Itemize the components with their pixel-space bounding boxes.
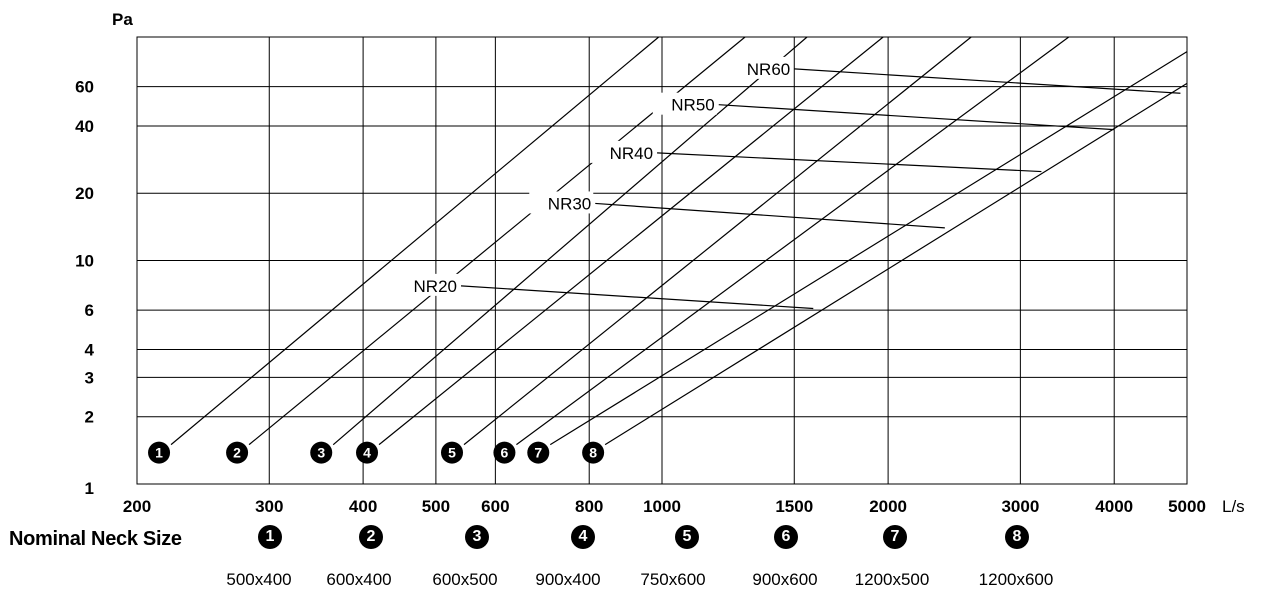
- x-tick-label: 1500: [775, 497, 813, 516]
- nr-label-bg: [529, 191, 594, 214]
- x-tick-label: 800: [575, 497, 603, 516]
- x-tick-label: 200: [123, 497, 151, 516]
- series-marker-7: [527, 441, 550, 464]
- series-line-7: [549, 51, 1188, 446]
- series-marker-6: [493, 441, 516, 464]
- series-marker-label-2: 2: [233, 445, 241, 461]
- series-line-3: [332, 36, 808, 446]
- series-lines: [170, 36, 1188, 446]
- series-line-6: [516, 36, 1070, 446]
- nr-label-nr60: NR60: [747, 60, 790, 79]
- series-line-8: [604, 82, 1188, 446]
- nr-label-bg: [394, 273, 459, 296]
- y-tick-label: 2: [85, 408, 94, 427]
- series-marker-label-3: 3: [317, 445, 325, 461]
- series-markers: 1 2 3 4 5 6 7 8: [148, 441, 605, 464]
- series-marker-8: [582, 441, 605, 464]
- x-tick-label: 300: [255, 497, 283, 516]
- nr-label-bg: [591, 140, 656, 163]
- y-tick-label: 3: [85, 368, 94, 387]
- y-tick-label: 6: [85, 301, 94, 320]
- x-tick-label: 600: [481, 497, 509, 516]
- y-axis-ticks: 1 2 3 4 6 10 20 40 60: [75, 78, 94, 498]
- nr-label-nr50: NR50: [671, 96, 714, 115]
- series-marker-label-8: 8: [589, 445, 597, 461]
- series-marker-4: [356, 441, 379, 464]
- x-tick-label: 1000: [643, 497, 681, 516]
- series-marker-3: [310, 441, 333, 464]
- nr-label-bg: [728, 56, 793, 79]
- nr-line-nr60: [794, 68, 1181, 94]
- x-tick-label: 5000: [1168, 497, 1206, 516]
- nr-label-bg: [652, 92, 717, 115]
- y-tick-label: 4: [85, 340, 95, 359]
- y-tick-label: 10: [75, 252, 94, 271]
- nr-line-nr20: [460, 285, 814, 310]
- y-tick-label: 20: [75, 184, 94, 203]
- nr-label-nr20: NR20: [414, 277, 457, 296]
- series-marker-label-4: 4: [363, 445, 371, 461]
- series-line-5: [463, 36, 972, 446]
- series-marker-5: [441, 441, 464, 464]
- nr-lines: NR20 NR30 NR40 NR50 NR60: [394, 56, 1181, 310]
- y-axis-unit: Pa: [112, 10, 133, 29]
- series-line-1: [170, 36, 660, 446]
- x-axis-unit: L/s: [1222, 497, 1245, 516]
- x-axis-ticks: 200 300 400 500 600 800 1000 1500 2000 3000 4000 50…: [123, 497, 1206, 516]
- x-tick-label: 2000: [869, 497, 907, 516]
- x-tick-label: 500: [422, 497, 450, 516]
- nr-line-nr30: [595, 202, 945, 229]
- series-marker-label-7: 7: [534, 445, 542, 461]
- y-tick-label: 60: [75, 78, 94, 97]
- x-tick-label: 400: [349, 497, 377, 516]
- chart-grid: [136, 36, 1188, 485]
- series-marker-label-5: 5: [448, 445, 456, 461]
- series-marker-label-6: 6: [501, 445, 509, 461]
- series-marker-1: [148, 441, 171, 464]
- x-tick-label: 3000: [1001, 497, 1039, 516]
- series-marker-label-1: 1: [155, 445, 163, 461]
- y-tick-label: 40: [75, 117, 94, 136]
- nr-label-nr40: NR40: [610, 144, 653, 163]
- nr-label-nr30: NR30: [548, 194, 591, 213]
- nr-line-nr50: [718, 104, 1115, 131]
- x-tick-label: 4000: [1095, 497, 1133, 516]
- nr-line-nr40: [657, 152, 1042, 173]
- y-tick-label: 1: [85, 479, 94, 498]
- series-marker-2: [226, 441, 249, 464]
- series-line-4: [378, 36, 884, 446]
